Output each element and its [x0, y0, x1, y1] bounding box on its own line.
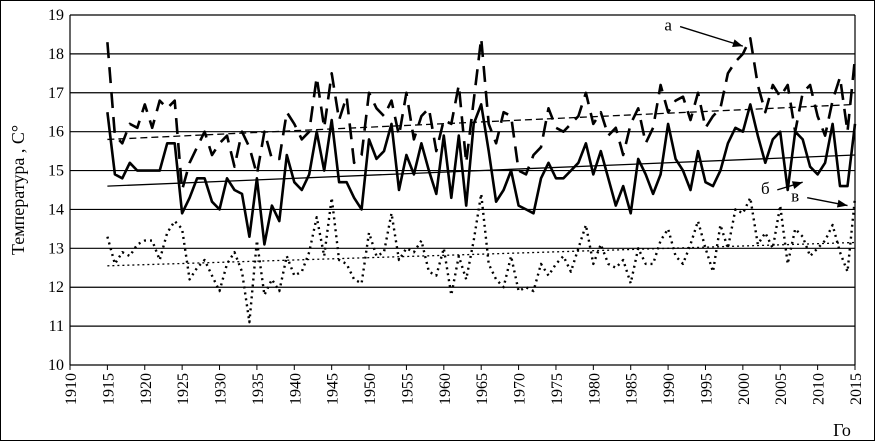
x-axis-label: Го — [833, 420, 851, 440]
grid-lines — [70, 14, 855, 366]
x-tick-label: 1925 — [175, 373, 192, 405]
y-tick-label: 11 — [49, 318, 64, 335]
x-tick-label: 1920 — [138, 373, 155, 405]
trend-line — [107, 154, 856, 187]
x-tick-label: 1915 — [100, 373, 117, 405]
x-tick-label: 1935 — [250, 373, 267, 405]
x-tick-label: 2015 — [848, 373, 865, 405]
trend-lines — [107, 103, 856, 267]
x-tick-label: 1975 — [549, 373, 566, 405]
annotation-label: б — [761, 179, 770, 198]
x-tick-label: 2000 — [736, 373, 753, 405]
trend-line — [107, 103, 856, 141]
series-lines — [106, 36, 857, 324]
x-tick-label: 2010 — [811, 373, 828, 405]
x-tick-label: 1965 — [474, 373, 491, 405]
x-tick-label: 1940 — [287, 373, 304, 405]
x-tick-label: 2005 — [773, 373, 790, 405]
x-tick-label: 1910 — [63, 373, 80, 405]
y-tick-label: 14 — [48, 201, 64, 218]
series-line-solid — [106, 103, 857, 246]
x-tick-label: 1995 — [698, 373, 715, 405]
y-tick-label: 18 — [48, 46, 64, 63]
x-tick-label: 1980 — [586, 373, 603, 405]
y-tick-label: 12 — [48, 279, 64, 296]
y-tick-label: 17 — [48, 85, 64, 102]
x-tick-label: 1985 — [624, 373, 641, 405]
annotation-arrow — [679, 25, 744, 47]
y-tick-label: 13 — [48, 240, 64, 257]
x-tick-label: 1970 — [512, 373, 529, 405]
x-tick-label: 1955 — [399, 373, 416, 405]
y-tick-label: 19 — [48, 7, 64, 24]
series-line-dashed — [106, 36, 857, 192]
annotation-label: в — [791, 187, 799, 206]
x-tick-label: 1990 — [661, 373, 678, 405]
y-axis-label: Температура , С° — [8, 125, 28, 255]
arrow-head — [836, 199, 848, 208]
y-tick-label: 16 — [48, 124, 64, 141]
arrow-head — [732, 39, 743, 47]
x-tick-label: 1945 — [325, 373, 342, 405]
x-tick-label: 1950 — [362, 373, 379, 405]
annotations: а б в — [664, 16, 848, 208]
x-tick-label: 1960 — [437, 373, 454, 405]
y-tick-label: 10 — [48, 357, 64, 374]
series-line-dotted — [106, 192, 857, 324]
axes — [69, 15, 856, 370]
tick-labels: 10 11 12 13 14 15 16 17 18 19 1910 1915 1920 1925 1930… — [48, 7, 865, 405]
annotation-label: а — [664, 16, 672, 35]
trend-line — [107, 241, 856, 267]
x-tick-label: 1930 — [213, 373, 230, 405]
y-tick-label: 15 — [48, 163, 64, 180]
arrow-head — [791, 181, 803, 189]
